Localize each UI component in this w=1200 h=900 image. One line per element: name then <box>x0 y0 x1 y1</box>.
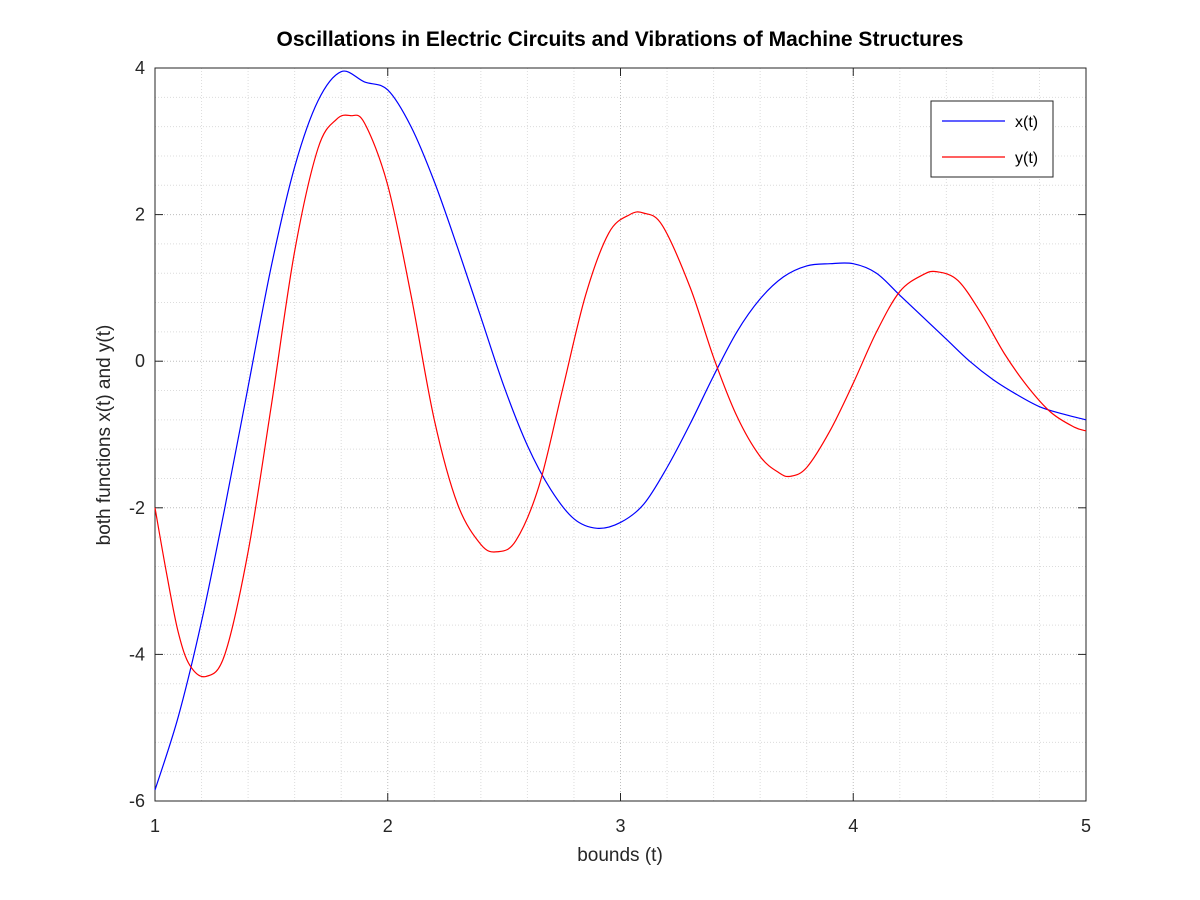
x-tick-label: 4 <box>848 816 858 836</box>
legend-box <box>930 100 1054 178</box>
y-tick-labels: -6 -4 -2 0 2 4 <box>129 58 145 811</box>
legend-label-y: y(t) <box>1015 150 1038 167</box>
x-tick-label: 3 <box>615 816 625 836</box>
y-tick-label: -2 <box>129 498 145 518</box>
x-axis-label: bounds (t) <box>577 845 663 866</box>
y-tick-label: 2 <box>135 205 145 225</box>
legend: x(t) y(t) <box>930 100 1054 178</box>
series-line-x <box>154 70 1087 791</box>
legend-label-x: x(t) <box>1015 114 1038 131</box>
axis-ticks <box>154 67 1087 802</box>
x-tick-labels: 1 2 3 4 5 <box>150 816 1091 836</box>
x-tick-label: 1 <box>150 816 160 836</box>
series-line-y <box>154 114 1087 678</box>
y-tick-label: -6 <box>129 791 145 811</box>
y-tick-label: 4 <box>135 58 145 78</box>
x-tick-label: 2 <box>383 816 393 836</box>
x-tick-label: 5 <box>1081 816 1091 836</box>
series-group <box>154 70 1087 791</box>
chart-title: Oscillations in Electric Circuits and Vi… <box>277 28 964 51</box>
y-tick-label: -4 <box>129 644 145 664</box>
y-tick-label: 0 <box>135 351 145 371</box>
y-axis-label: both functions x(t) and y(t) <box>94 325 115 546</box>
